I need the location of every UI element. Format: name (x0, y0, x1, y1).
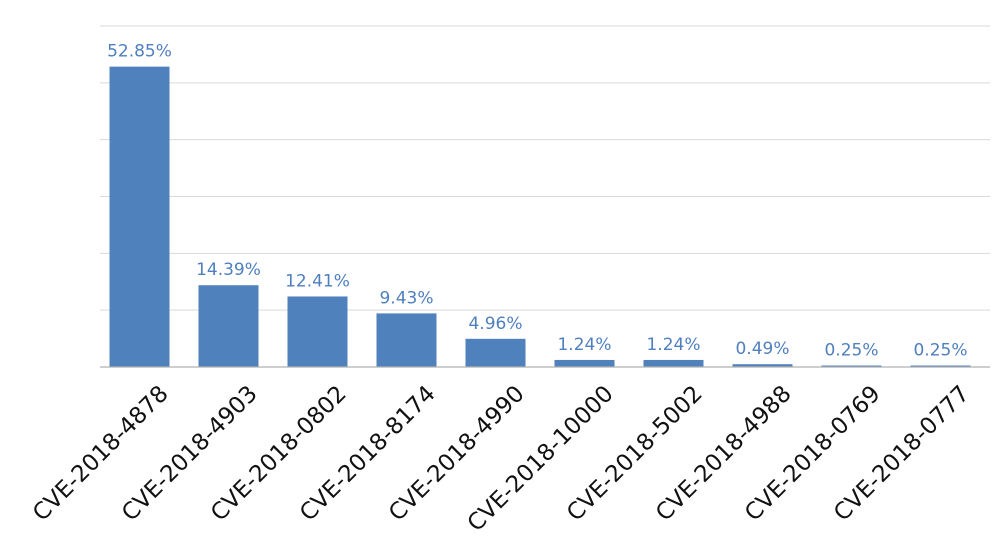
bar-cve-2018-0777 (910, 365, 971, 367)
data-label: 1.24% (646, 335, 700, 355)
bar-cve-2018-0802 (287, 296, 348, 367)
data-label: 4.96% (468, 314, 522, 334)
bar-cve-2018-4903 (198, 285, 259, 367)
bar-cve-2018-5002 (643, 359, 704, 367)
data-label: 0.49% (735, 339, 789, 359)
bar-cve-2018-0769 (821, 365, 882, 367)
bar-cve-2018-10000 (554, 359, 615, 367)
bar-cve-2018-4878 (109, 66, 170, 367)
gridlines (100, 25, 990, 311)
data-labels: 52.85% 14.39% 12.41% 9.43% 4.96% 1.24% 1.24% 0.… (107, 42, 967, 361)
data-label: 52.85% (107, 42, 172, 62)
data-label: 12.41% (285, 271, 350, 291)
data-label: 14.39% (196, 260, 261, 280)
bars (109, 66, 971, 367)
data-label: 0.25% (913, 341, 967, 361)
data-label: 9.43% (379, 288, 433, 308)
bar-cve-2018-8174 (376, 313, 437, 367)
data-label: 0.25% (824, 341, 878, 361)
x-tick-labels: CVE-2018-4878CVE-2018-4903CVE-2018-0802C… (28, 381, 975, 537)
bar-cve-2018-4988 (732, 364, 793, 367)
bar-cve-2018-4990 (465, 338, 526, 367)
x-tick-label: CVE-2018-10000 (463, 381, 619, 537)
data-label: 1.24% (557, 335, 611, 355)
